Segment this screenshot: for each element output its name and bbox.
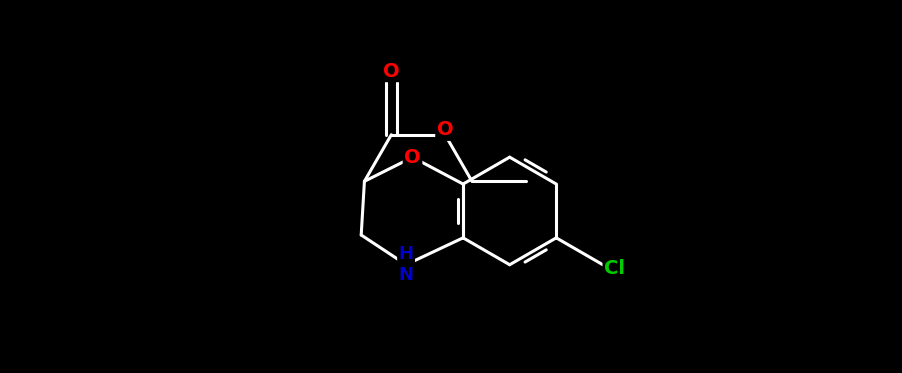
Text: O: O <box>404 148 421 167</box>
Text: H
N: H N <box>399 245 414 284</box>
Text: O: O <box>383 62 400 81</box>
Text: O: O <box>437 120 454 140</box>
Text: Cl: Cl <box>604 259 625 278</box>
